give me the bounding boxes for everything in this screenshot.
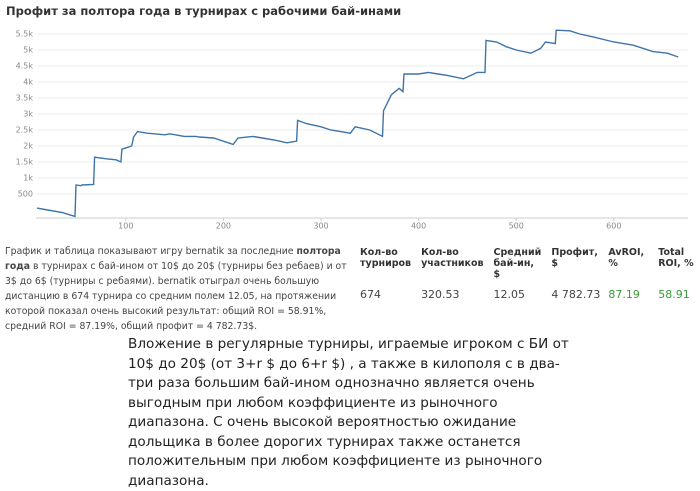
y-tick-label: 4k xyxy=(23,78,33,87)
cell: 320.53 xyxy=(421,288,460,301)
y-tick-label: 2.5k xyxy=(16,126,34,135)
note: Вложение в регулярные турниры, играемые … xyxy=(128,336,569,489)
y-tick-label: 5k xyxy=(23,46,33,55)
y-tick-label: 1k xyxy=(23,174,33,183)
text-bold: полтора года xyxy=(5,246,341,272)
y-tick-label: 500 xyxy=(18,190,33,199)
cell: 58.91 xyxy=(658,288,690,301)
header: AvROI, % xyxy=(608,247,645,269)
stats-table: Кол-во турниров Кол-во участников Средний … xyxy=(356,247,700,301)
y-tick-label: 1.5k xyxy=(16,158,34,167)
cell: 12.05 xyxy=(493,288,526,301)
header: Total ROI, % xyxy=(658,247,694,269)
x-tick-label: 100 xyxy=(118,222,133,231)
x-tick-label: 600 xyxy=(606,222,621,231)
cell: 674 xyxy=(360,288,381,301)
cell: 4 782.73 xyxy=(551,288,601,301)
header: Кол-во турниров xyxy=(360,247,412,269)
x-tick-label: 400 xyxy=(411,222,426,231)
y-tick-label: 3k xyxy=(23,110,33,119)
header-row: Кол-во турниров Кол-во участников Средний … xyxy=(356,247,700,288)
description: График и таблица показывают игру bernati… xyxy=(5,244,350,334)
header: Кол-во участников xyxy=(421,247,484,269)
y-tick-label: 2k xyxy=(23,142,33,151)
line-series xyxy=(36,29,679,218)
chart: 500 1k 1.5k 2k 2.5k 3k 3.5k 4k 4.5k 5k 5.5k 100 200 3… xyxy=(16,29,688,231)
text: в турнирах с бай-ином от 10$ до 20$ (тур… xyxy=(5,261,347,332)
header: Средний бай-ин, $ xyxy=(493,247,542,280)
row: 674 320.53 12.05 4 782.73 87.19 58.91 xyxy=(356,288,700,301)
x-tick-label: 200 xyxy=(216,222,231,231)
x-tick-label: 500 xyxy=(509,222,524,231)
text: График и таблица показывают игру bernati… xyxy=(5,246,297,257)
y-tick-label: 5.5k xyxy=(16,30,34,39)
y-tick-label: 4.5k xyxy=(16,62,34,71)
page: Профит за полтора года в турнирах с рабо… xyxy=(5,4,700,489)
header: Профит, $ xyxy=(551,247,598,269)
chart-title: Профит за полтора года в турнирах с рабо… xyxy=(6,4,402,18)
y-tick-label: 3.5k xyxy=(16,94,34,103)
x-tick-label: 300 xyxy=(313,222,328,231)
cell: 87.19 xyxy=(608,288,640,301)
